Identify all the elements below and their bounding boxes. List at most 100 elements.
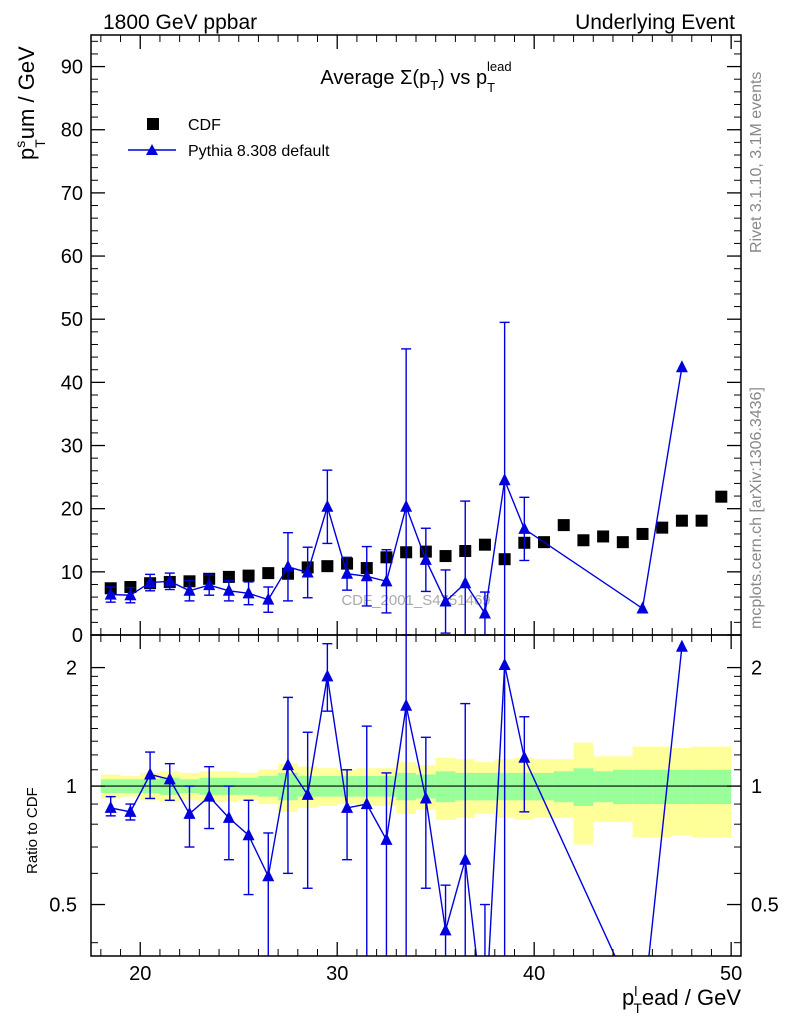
- ratio-series: [104, 635, 688, 956]
- pythia-point: [222, 583, 235, 596]
- pythia-line: [110, 367, 683, 616]
- pythia-point: [203, 578, 216, 591]
- pythia-ratio-point: [400, 698, 413, 711]
- plot-title-mid: ) vs p: [438, 67, 487, 89]
- pythia-point: [675, 360, 688, 373]
- band-inner: [612, 769, 633, 805]
- band-inner: [652, 769, 673, 805]
- pythia-ratio-point: [203, 789, 216, 802]
- cdf-point: [695, 514, 708, 527]
- main-panel-data: [104, 321, 728, 636]
- main-ytick-label: 90: [61, 57, 83, 79]
- pythia-point: [124, 588, 137, 601]
- pythia-ratio-point: [321, 669, 334, 682]
- ratio-ytick-label-right: 1: [751, 776, 762, 798]
- pythia-ratio-point: [281, 758, 294, 771]
- pythia-point: [360, 569, 373, 582]
- band-inner: [553, 771, 574, 803]
- xlabel-pre: p: [622, 985, 634, 1010]
- ratio-ytick-label-right: 2: [751, 658, 762, 680]
- pythia-point: [419, 552, 432, 565]
- pythia-ratio-line: [110, 646, 683, 956]
- cdf-point: [656, 521, 669, 534]
- pythia-point: [301, 565, 314, 578]
- pythia-ratio-point: [459, 852, 472, 865]
- pythia-ratio-point: [518, 750, 531, 763]
- main-ytick-label: 70: [61, 183, 83, 205]
- pythia-point: [380, 574, 393, 587]
- ratio-xtick-label: 50: [720, 963, 742, 985]
- plot-title-sub2: T: [487, 80, 495, 95]
- plot-title-sup2: lead: [487, 59, 512, 74]
- pythia-ratio-point: [104, 800, 117, 813]
- main-ylabel-sup: s: [12, 141, 28, 148]
- pythia-ratio-point: [301, 787, 314, 800]
- pythia-ratio-point: [124, 804, 137, 817]
- pythia-ratio-point: [498, 658, 511, 671]
- pythia-point: [262, 592, 275, 605]
- ratio-xtick-label: 20: [129, 963, 151, 985]
- xlabel-post: ead / GeV: [642, 985, 741, 1010]
- band-inner: [672, 769, 692, 805]
- pythia-point: [242, 586, 255, 599]
- pythia-point: [400, 499, 413, 512]
- pythia-point: [518, 521, 531, 534]
- cdf-point: [597, 530, 610, 543]
- ratio-panel-data: [91, 635, 741, 956]
- plot-title-main: Average Σ(p: [320, 67, 430, 89]
- xlabel: pl Tead / GeV: [622, 983, 741, 1016]
- ratio-ytick-label: 2: [66, 658, 77, 680]
- header-right: Underlying Event: [575, 11, 735, 34]
- cdf-point: [557, 519, 570, 532]
- ratio-ytick-label: 0.5: [49, 895, 77, 917]
- cdf-point: [439, 550, 452, 563]
- main-ytick-label: 20: [61, 499, 83, 521]
- main-ytick-label: 10: [61, 562, 83, 584]
- cdf-point: [321, 560, 334, 573]
- pythia-point: [478, 606, 491, 619]
- cdf-point: [478, 538, 491, 551]
- legend: CDF Pythia 8.308 default: [128, 117, 330, 160]
- band-inner: [711, 769, 732, 805]
- pythia-ratio-point: [163, 772, 176, 785]
- band-inner: [691, 769, 712, 805]
- legend-marker-cdf: [147, 118, 159, 130]
- main-ytick-label: 0: [72, 625, 83, 647]
- band-inner: [573, 768, 594, 806]
- pythia-point: [498, 473, 511, 486]
- main-ytick-label: 40: [61, 372, 83, 394]
- pythia-ratio-point: [360, 797, 373, 810]
- pythia-ratio-point: [242, 828, 255, 841]
- ratio-xtick-label: 30: [326, 963, 348, 985]
- band-inner: [632, 769, 653, 805]
- pythia-ratio-point: [341, 800, 354, 813]
- header-left: 1800 GeV ppbar: [103, 11, 257, 34]
- main-ylabel-post: um / GeV: [14, 46, 39, 139]
- band-inner: [435, 771, 456, 803]
- main-ylabel-pre: p: [14, 148, 39, 160]
- main-panel: CDF_2001_S4751469 0 10 20 30 40 50 60 70 80 90 Av…: [12, 34, 742, 647]
- pythia-point: [636, 601, 649, 614]
- watermark: CDF_2001_S4751469: [341, 592, 490, 609]
- ratio-ylabel: Ratio to CDF: [24, 787, 41, 874]
- rivet-label: Rivet 3.1.10, 3.1M events: [748, 72, 765, 253]
- main-ytick-label: 80: [61, 120, 83, 142]
- pythia-ratio-point: [183, 806, 196, 819]
- ratio-panel-axes: 20 30 40 50 0.5 0.5 1 1 2 2: [49, 635, 779, 985]
- pythia-point: [459, 576, 472, 589]
- pythia-point: [281, 559, 294, 572]
- pythia-ratio-point: [419, 791, 432, 804]
- main-ytick-label: 30: [61, 436, 83, 458]
- cdf-point: [262, 567, 275, 580]
- main-ytick-label: 50: [61, 309, 83, 331]
- pythia-point: [163, 574, 176, 587]
- pythia-ratio-point: [222, 810, 235, 823]
- mcplots-label: mcplots.cern.ch [arXiv:1306.3436]: [748, 387, 765, 629]
- legend-label-cdf: CDF: [188, 117, 221, 134]
- cdf-point: [222, 570, 235, 583]
- xlabel-sup: l: [634, 983, 637, 999]
- cdf-point: [242, 569, 255, 582]
- cdf-point: [616, 536, 629, 549]
- band-inner: [593, 771, 613, 803]
